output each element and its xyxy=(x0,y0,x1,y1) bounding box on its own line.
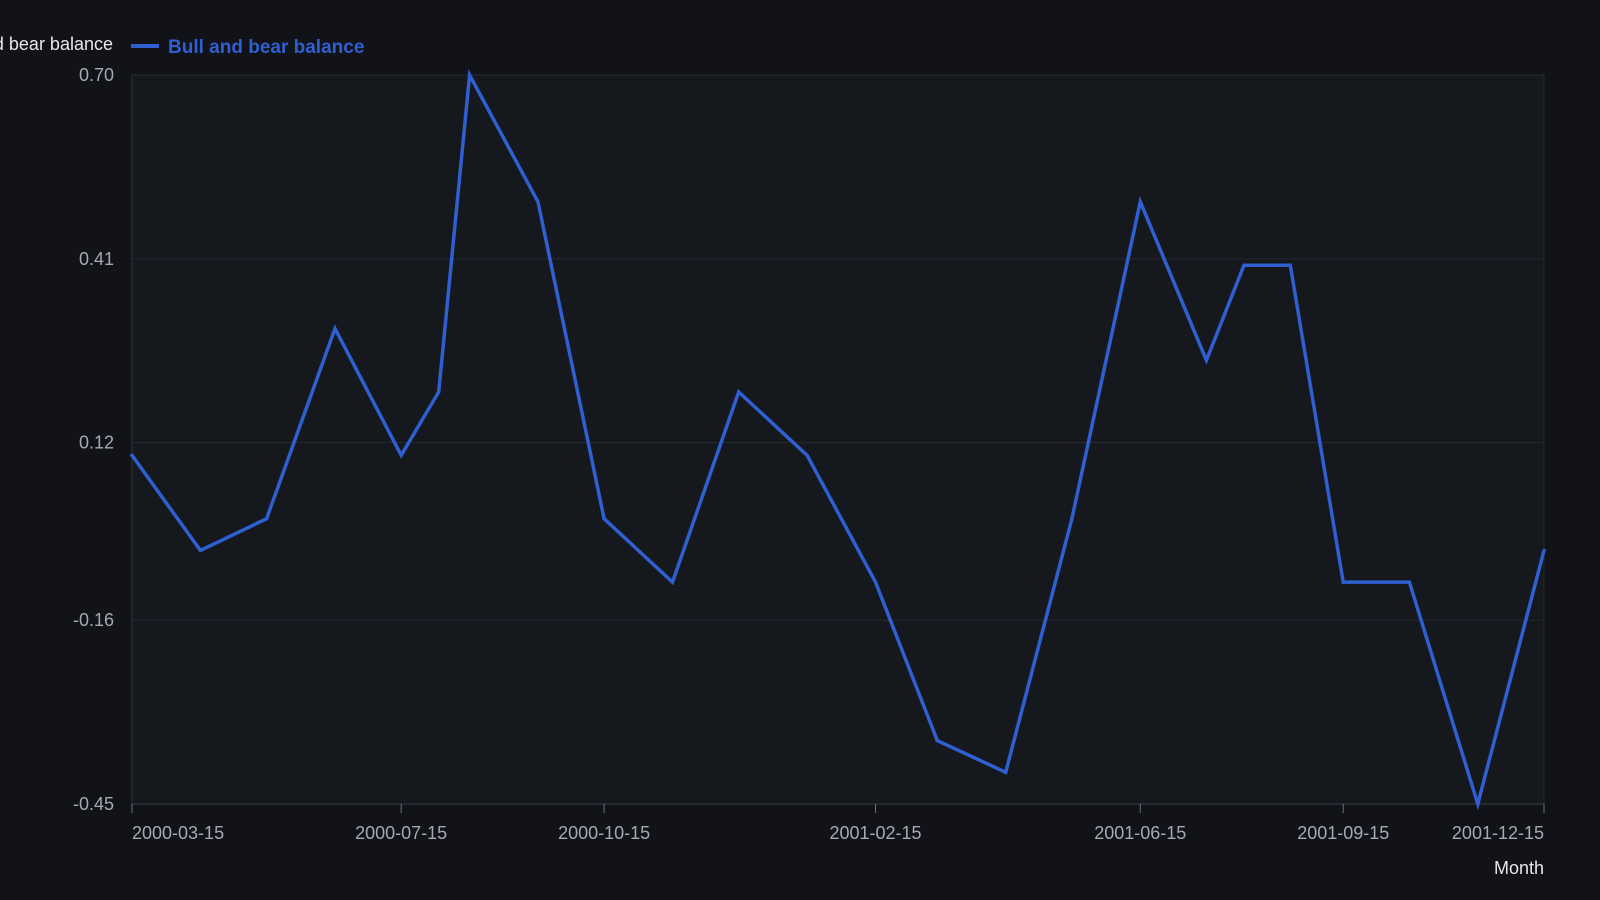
data-point[interactable] xyxy=(437,390,441,394)
x-axis-title: Month xyxy=(1494,858,1544,878)
labels: 0.70 0.41 0.12 -0.16 -0.45 2000-03-15 2000-07-… xyxy=(73,65,1544,843)
legend[interactable]: Bull and bear balance xyxy=(131,37,364,58)
axes xyxy=(131,75,1545,813)
data-point[interactable] xyxy=(1407,580,1412,584)
data-point[interactable] xyxy=(1476,802,1480,806)
x-tick-label: 2001-06-15 xyxy=(1094,823,1186,843)
data-point[interactable] xyxy=(536,200,540,204)
x-tick-label: 2000-03-15 xyxy=(132,823,224,843)
data-point[interactable] xyxy=(1242,263,1246,267)
y-tick-label: 0.41 xyxy=(79,249,114,269)
data-point[interactable] xyxy=(399,453,403,457)
data-point[interactable] xyxy=(1004,770,1008,774)
x-tick-label: 2001-12-15 xyxy=(1452,823,1544,843)
x-tick-label: 2000-10-15 xyxy=(558,823,650,843)
x-tick-label: 2001-02-15 xyxy=(829,823,921,843)
data-point[interactable] xyxy=(1204,358,1209,362)
legend-label: Bull and bear balance xyxy=(168,37,364,58)
data-point[interactable] xyxy=(1341,580,1345,584)
data-point[interactable] xyxy=(198,548,202,553)
x-tick-label: 2000-07-15 xyxy=(355,823,447,843)
data-point[interactable] xyxy=(670,580,675,584)
data-point[interactable] xyxy=(935,739,939,743)
data-point[interactable] xyxy=(1542,548,1546,553)
data-point[interactable] xyxy=(805,453,809,457)
y-tick-label: -0.16 xyxy=(73,610,114,630)
x-tick-label: 2001-09-15 xyxy=(1297,823,1389,843)
series-layer xyxy=(130,69,1546,811)
plot-area xyxy=(132,75,1544,804)
data-point[interactable] xyxy=(467,73,472,77)
data-point[interactable] xyxy=(737,390,741,394)
data-point[interactable] xyxy=(130,453,134,457)
data-point[interactable] xyxy=(1288,263,1292,267)
data-point[interactable] xyxy=(1070,517,1074,521)
y-tick-label: -0.45 xyxy=(73,794,114,814)
data-point[interactable] xyxy=(1138,200,1142,204)
data-point[interactable] xyxy=(264,517,269,521)
y-tick-label: 0.12 xyxy=(79,433,114,453)
y-axis-title: Bull and bear balance xyxy=(0,34,113,54)
data-point[interactable] xyxy=(602,517,606,521)
y-tick-label: 0.70 xyxy=(79,65,114,85)
data-point[interactable] xyxy=(333,326,337,331)
series-line[interactable] xyxy=(130,69,1546,811)
data-point[interactable] xyxy=(873,580,878,584)
